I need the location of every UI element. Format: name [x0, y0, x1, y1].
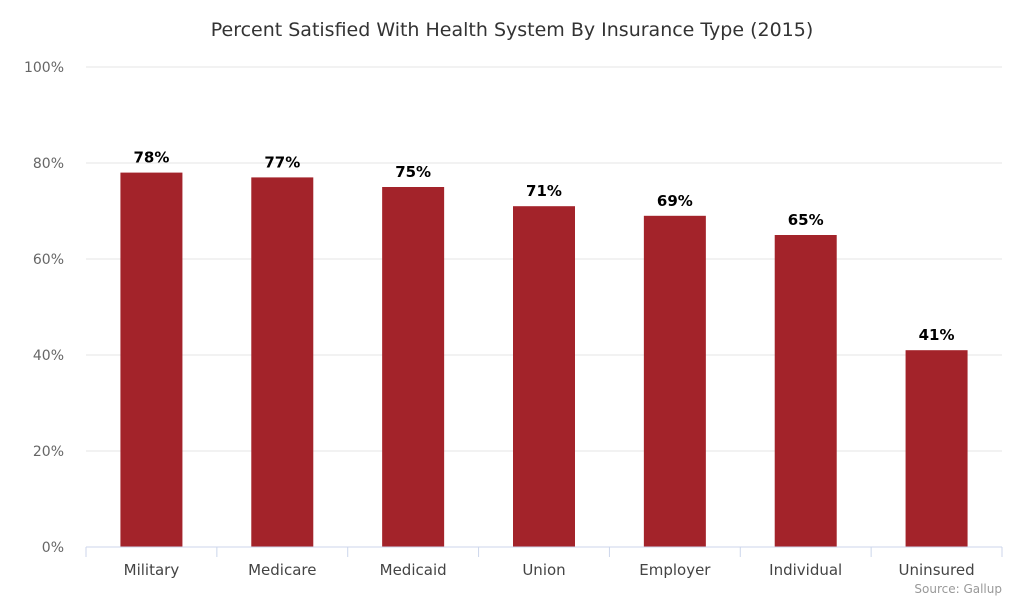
bar [774, 235, 837, 547]
x-tick-label: Military [124, 561, 180, 579]
data-labels: 78% 77% 75% 71% 69% 65% 41% [133, 149, 954, 345]
data-label: 75% [395, 163, 431, 181]
bars [120, 172, 968, 548]
y-axis-ticks: 0% 20% 40% 60% 80% 100% [24, 60, 64, 556]
data-label: 65% [788, 211, 824, 229]
y-tick-label: 40% [33, 348, 64, 364]
bar [251, 177, 314, 547]
x-tick-label: Individual [769, 561, 842, 579]
y-tick-label: 100% [24, 60, 64, 76]
x-tick-label: Medicaid [380, 561, 447, 579]
data-label: 71% [526, 182, 562, 200]
data-label: 77% [264, 153, 300, 171]
bar [513, 206, 575, 547]
bar [382, 187, 445, 547]
data-label: 41% [919, 326, 955, 344]
x-axis: Military Medicare Medicaid Union Employer Ind… [85, 546, 1003, 579]
x-tick-label: Employer [639, 561, 711, 579]
y-tick-label: 80% [33, 156, 64, 172]
source-credit: Source: Gallup [914, 582, 1002, 596]
x-tick-label: Medicare [248, 561, 316, 579]
y-tick-label: 0% [42, 540, 64, 556]
data-label: 78% [133, 149, 169, 167]
chart-title: Percent Satisfied With Health System By … [211, 19, 814, 41]
bar [643, 215, 706, 548]
bar [905, 350, 968, 547]
data-label: 69% [657, 192, 693, 210]
x-tick-label: Union [522, 561, 565, 579]
bar [120, 172, 183, 547]
y-tick-label: 20% [33, 444, 64, 460]
y-tick-label: 60% [33, 252, 64, 268]
x-tick-label: Uninsured [899, 561, 975, 579]
